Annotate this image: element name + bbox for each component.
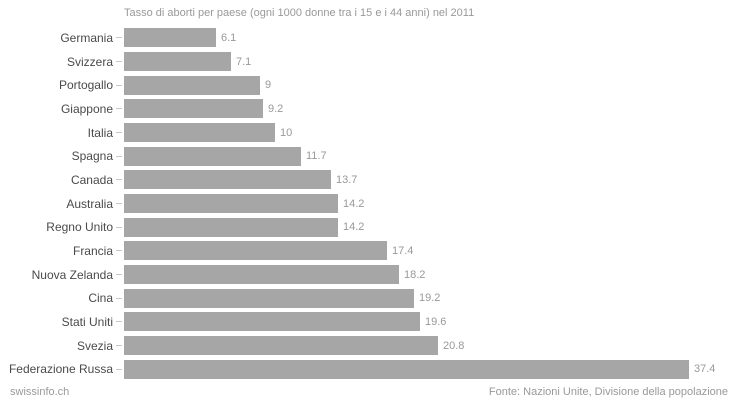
value-label: 14.2 (343, 221, 365, 234)
axis-tick-mark (116, 84, 122, 86)
bar (124, 336, 438, 356)
category-label: Federazione Russa (8, 362, 113, 377)
axis-tick-mark (116, 274, 122, 276)
category-label: Svezia (76, 338, 113, 353)
category-label: Italia (87, 125, 113, 140)
value-label: 14.2 (343, 197, 365, 210)
bar (124, 265, 399, 285)
bar (124, 99, 263, 119)
chart-row: Australia 14.2 (0, 192, 740, 216)
chart-row: Spagna 11.7 (0, 144, 740, 168)
axis-tick-mark (116, 321, 122, 323)
chart-row: Canada 13.7 (0, 168, 740, 192)
bar (124, 359, 689, 379)
category-label: Cina (88, 291, 113, 306)
bar (124, 217, 338, 237)
axis-tick-mark (116, 297, 122, 299)
chart-row: Portogallo 9 (0, 73, 740, 97)
axis-tick-mark (116, 226, 122, 228)
chart-row: Nuova Zelanda 18.2 (0, 263, 740, 287)
bar (124, 123, 275, 143)
category-label: Spagna (71, 149, 113, 164)
category-label: Portogallo (58, 78, 113, 93)
category-label: Giappone (60, 101, 113, 116)
value-label: 11.7 (306, 150, 327, 163)
bar-chart-plot-area: Germania 6.1 Svizzera 7.1 Portogallo 9 Giappon… (0, 26, 740, 381)
chart-row: Giappone 9.2 (0, 97, 740, 121)
value-label: 18.2 (404, 268, 426, 281)
axis-tick-mark (116, 345, 122, 347)
value-label: 6.1 (221, 31, 237, 44)
chart-row: Stati Uniti 19.6 (0, 310, 740, 334)
bar (124, 28, 216, 48)
bar (124, 75, 260, 95)
bar (124, 312, 420, 332)
value-label: 19.2 (419, 292, 441, 305)
value-label: 7.1 (236, 55, 252, 68)
chart-row: Svizzera 7.1 (0, 50, 740, 74)
value-label: 19.6 (425, 315, 447, 328)
chart-row: Federazione Russa 37.4 (0, 357, 740, 381)
bar (124, 194, 338, 214)
category-label: Stati Uniti (61, 314, 113, 329)
source-credit: Fonte: Nazioni Unite, Divisione della po… (488, 386, 728, 398)
chart-row: Italia 10 (0, 121, 740, 145)
value-label: 10 (280, 126, 293, 139)
chart-title: Tasso di aborti per paese (ogni 1000 don… (124, 7, 475, 19)
axis-tick-mark (116, 368, 122, 370)
category-label: Svizzera (66, 54, 113, 69)
value-label: 9 (265, 79, 272, 92)
category-label: Regno Unito (46, 220, 113, 235)
axis-tick-mark (116, 155, 122, 157)
bar (124, 241, 387, 261)
category-label: Nuova Zelanda (31, 267, 113, 282)
category-label: Australia (66, 196, 113, 211)
category-label: Germania (60, 30, 113, 45)
value-label: 13.7 (336, 173, 358, 186)
axis-tick-mark (116, 203, 122, 205)
bar (124, 288, 414, 308)
value-label: 9.2 (268, 102, 284, 115)
chart-row: Cina 19.2 (0, 286, 740, 310)
axis-tick-mark (116, 108, 122, 110)
axis-tick-mark (116, 61, 122, 62)
chart-row: Svezia 20.8 (0, 334, 740, 358)
bar (124, 170, 331, 190)
bar (124, 52, 231, 71)
axis-tick-mark (116, 37, 122, 39)
bar (124, 146, 301, 166)
chart-row: Regno Unito 14.2 (0, 215, 740, 239)
axis-tick-mark (116, 179, 122, 181)
chart-row: Francia 17.4 (0, 239, 740, 263)
category-label: Canada (70, 172, 113, 187)
value-label: 20.8 (443, 339, 465, 352)
brand-credit: swissinfo.ch (10, 386, 70, 398)
chart-row: Germania 6.1 (0, 26, 740, 50)
category-label: Francia (72, 243, 113, 258)
axis-tick-mark (116, 132, 122, 134)
value-label: 37.4 (694, 363, 716, 376)
axis-tick-mark (116, 250, 122, 252)
value-label: 17.4 (392, 244, 414, 257)
